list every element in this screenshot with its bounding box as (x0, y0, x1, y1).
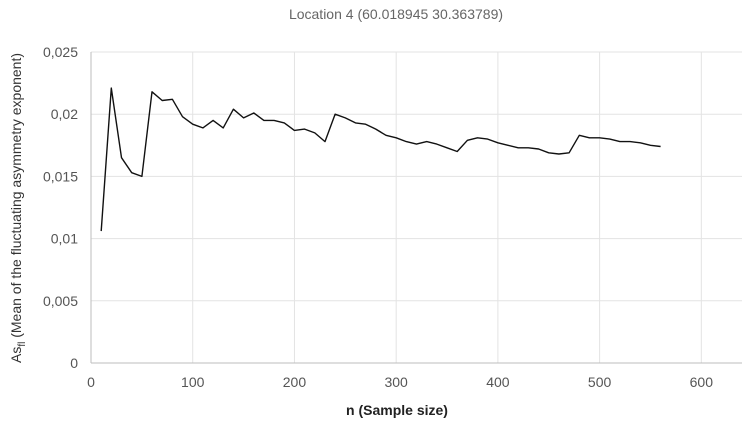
axes (90, 52, 742, 364)
grid (91, 51, 742, 363)
chart-title: Location 4 (60.018945 30.363789) (289, 6, 503, 22)
x-tick-label: 100 (181, 374, 205, 390)
x-tick-label: 0 (87, 374, 95, 390)
series-layer (100, 87, 661, 232)
y-tick-label: 0 (70, 355, 78, 371)
x-tick-label: 200 (283, 374, 307, 390)
y-tick-label: 0,01 (51, 231, 78, 247)
y-tick-label: 0,015 (43, 168, 78, 184)
x-tick-label: 300 (384, 374, 408, 390)
y-tick-label: 0,025 (43, 44, 78, 60)
y-tick-label: 0,02 (51, 106, 78, 122)
y-tick-label: 0,005 (43, 293, 78, 309)
y-axis-label-main: As (8, 347, 24, 363)
x-tick-label: 400 (486, 374, 510, 390)
y-axis-label-subscript: fl (17, 342, 28, 347)
y-axis-label: Asfl (Mean of the fluctuating asymmetry … (8, 53, 28, 363)
tick-labels: 0 0,005 0,01 0,015 0,02 0,025 0 100 200 300 400 500… (43, 44, 713, 390)
x-tick-label: 600 (690, 374, 714, 390)
y-axis-label-rest: (Mean of the fluctuating asymmetry expon… (8, 53, 24, 342)
series-line (100, 87, 661, 232)
x-tick-label: 500 (588, 374, 612, 390)
x-axis-label: n (Sample size) (346, 402, 448, 418)
